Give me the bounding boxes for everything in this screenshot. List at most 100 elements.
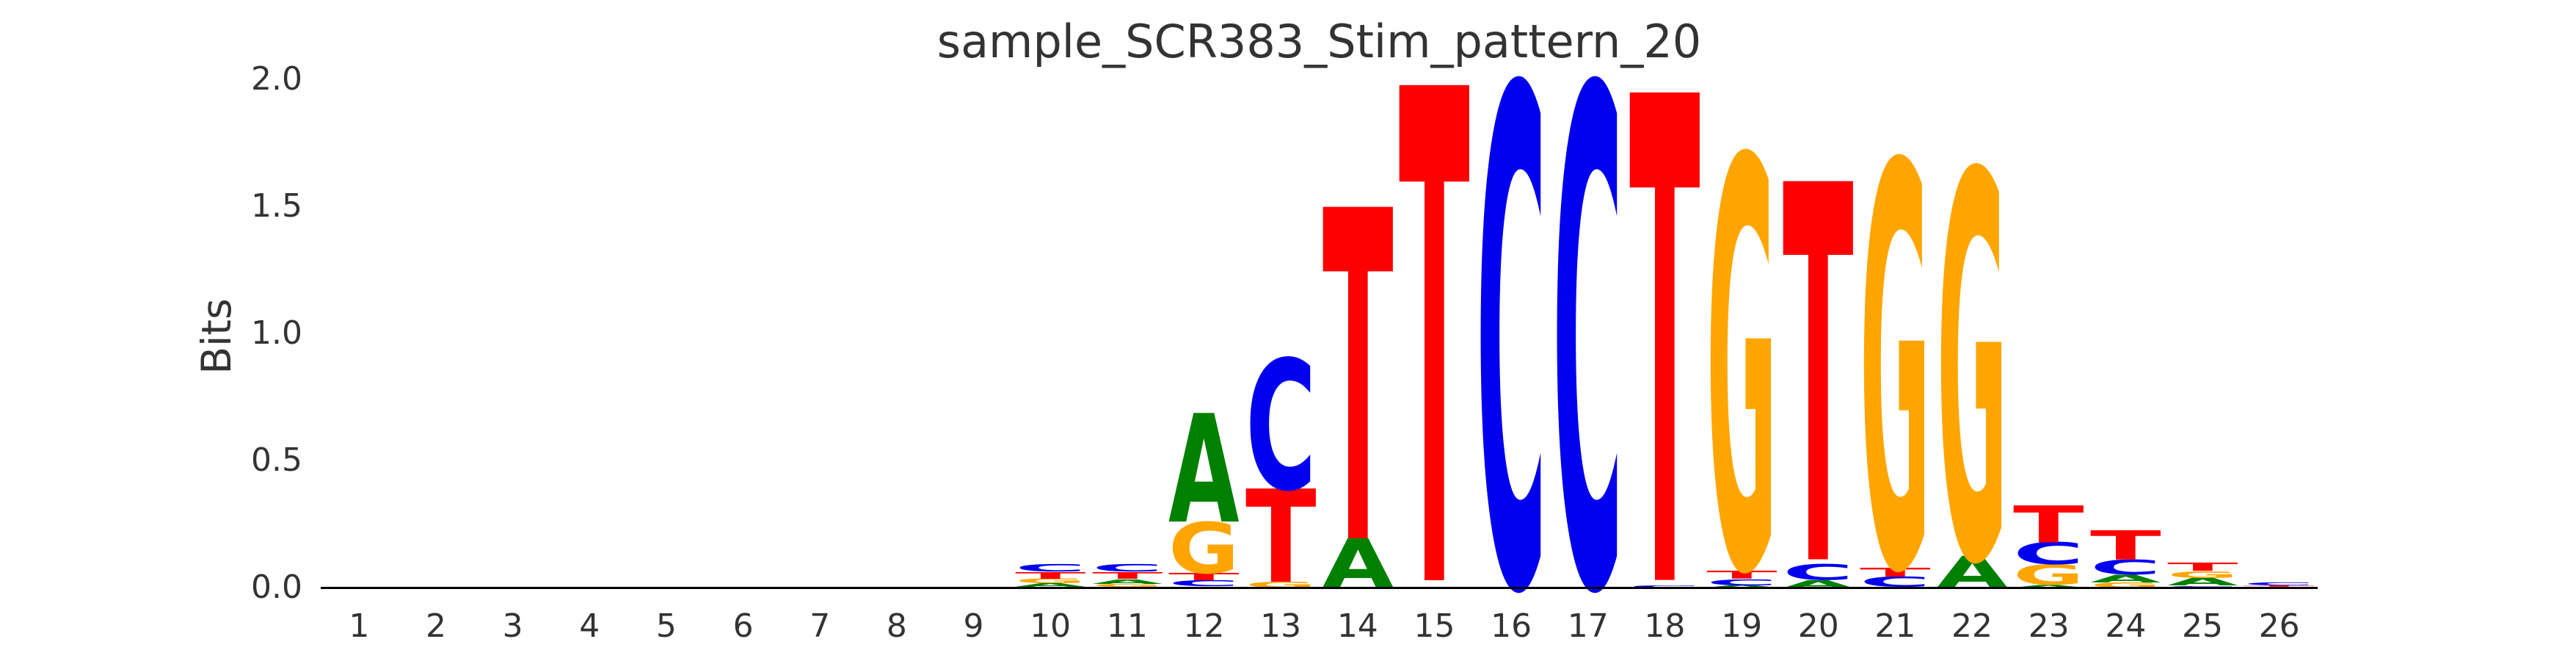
- svg-text:A: A: [1092, 579, 1163, 585]
- x-tick-label-18: 18: [1644, 607, 1686, 645]
- svg-text:G: G: [1937, 65, 2008, 661]
- logo-letter-T-pos26: T: [2244, 585, 2315, 587]
- chart-title: sample_SCR383_Stim_pattern_20: [936, 15, 1702, 68]
- x-tick-label-1: 1: [349, 607, 370, 645]
- logo-letter-T-pos20: T: [1783, 78, 1854, 661]
- svg-text:T: T: [1706, 568, 1778, 581]
- x-tick-label-9: 9: [963, 607, 984, 645]
- x-tick-label-6: 6: [732, 607, 754, 645]
- svg-text:C: C: [2090, 555, 2161, 579]
- svg-text:A: A: [1322, 525, 1394, 602]
- svg-text:T: T: [1629, 0, 1700, 661]
- y-tick-label-0.5: 0.5: [251, 441, 302, 479]
- x-tick-label-8: 8: [886, 607, 907, 645]
- x-tick-label-25: 25: [2182, 607, 2223, 645]
- x-tick-label-14: 14: [1336, 607, 1378, 645]
- logo-letter-G-pos19: G: [1706, 46, 1778, 661]
- x-tick-label-2: 2: [425, 607, 446, 645]
- logo-letter-C-pos11: C: [1092, 563, 1163, 574]
- logo-letter-T-pos14: T: [1322, 116, 1394, 646]
- svg-text:C: C: [1245, 325, 1317, 532]
- logo-letter-C-pos20: C: [1783, 560, 1854, 585]
- svg-text:C: C: [2013, 536, 2084, 571]
- logo-letter-C-pos23: C: [2013, 536, 2084, 571]
- x-tick-label-11: 11: [1106, 607, 1148, 645]
- logo-letter-G-pos23: G: [2013, 560, 2084, 591]
- logo-letter-A-pos25: A: [2167, 576, 2238, 588]
- logo-letter-A-pos14: A: [1322, 525, 1394, 602]
- svg-text:C: C: [2244, 582, 2315, 586]
- x-tick-label-10: 10: [1030, 607, 1071, 645]
- svg-text:T: T: [1860, 566, 1931, 579]
- logo-letter-T-pos12: T: [1168, 571, 1240, 582]
- logo-letter-T-pos21: T: [1860, 566, 1931, 579]
- svg-text:G: G: [2013, 560, 2084, 591]
- x-tick-label-17: 17: [1567, 607, 1609, 645]
- logo-letter-A-pos10: A: [1015, 582, 1086, 588]
- logo-letter-G-pos10: G: [1015, 577, 1086, 585]
- x-tick-label-24: 24: [2105, 607, 2147, 645]
- svg-text:C: C: [1706, 578, 1778, 588]
- svg-text:A: A: [1706, 585, 1778, 588]
- logo-letter-A-pos22: A: [1937, 548, 2008, 598]
- x-tick-label-7: 7: [809, 607, 831, 645]
- logo-letter-C-pos10: C: [1015, 563, 1086, 574]
- svg-text:T: T: [1783, 78, 1854, 661]
- x-tick-label-4: 4: [579, 607, 600, 645]
- logo-letter-G-pos12: G: [1168, 508, 1240, 590]
- logo-letter-C-pos21: C: [1860, 574, 1931, 590]
- svg-text:G: G: [1168, 508, 1240, 590]
- logo-letter-A-pos11: A: [1092, 579, 1163, 585]
- x-tick-label-19: 19: [1721, 607, 1763, 645]
- svg-text:C: C: [1783, 560, 1854, 585]
- svg-text:T: T: [2167, 560, 2238, 574]
- svg-text:C: C: [1476, 0, 1547, 661]
- logo-letter-G-pos22: G: [1937, 65, 2008, 661]
- svg-text:C: C: [1168, 579, 1240, 588]
- x-tick-label-26: 26: [2258, 607, 2300, 645]
- logo-letter-G-pos25: G: [2167, 570, 2238, 580]
- y-tick-label-0.0: 0.0: [251, 568, 302, 606]
- logo-letter-T-pos11: T: [1092, 571, 1163, 581]
- svg-text:G: G: [1092, 583, 1163, 588]
- x-tick-label-15: 15: [1413, 607, 1455, 645]
- svg-text:T: T: [1092, 571, 1163, 581]
- svg-text:T: T: [1015, 571, 1086, 581]
- logo-letter-G-pos11: G: [1092, 583, 1163, 588]
- logo-letter-T-pos23: T: [2013, 495, 2084, 555]
- svg-text:T: T: [2013, 495, 2084, 555]
- svg-text:T: T: [1399, 0, 1470, 661]
- logo-letter-C-pos17: C: [1552, 0, 1623, 661]
- svg-text:G: G: [1860, 51, 1931, 661]
- logo-letter-T-pos25: T: [2167, 560, 2238, 574]
- logo-letter-T-pos24: T: [2090, 522, 2161, 569]
- svg-text:A: A: [2090, 574, 2161, 585]
- y-tick-label-2.0: 2.0: [251, 60, 302, 98]
- logo-letter-T-pos15: T: [1399, 0, 1470, 661]
- svg-text:T: T: [1168, 571, 1240, 582]
- logo-letter-C-pos18: C: [1629, 585, 1700, 588]
- svg-text:T: T: [2090, 522, 2161, 569]
- x-axis-line: [321, 587, 2318, 589]
- x-tick-label-3: 3: [502, 607, 523, 645]
- logo-letter-T-pos18: T: [1629, 0, 1700, 661]
- svg-text:A: A: [1168, 384, 1240, 557]
- svg-text:A: A: [2013, 585, 2084, 588]
- x-tick-label-12: 12: [1183, 607, 1225, 645]
- svg-text:G: G: [2167, 570, 2238, 580]
- logo-letter-A-pos19: A: [1706, 585, 1778, 588]
- logo-letter-A-pos12: A: [1168, 384, 1240, 557]
- logo-letter-T-pos19: T: [1706, 568, 1778, 581]
- logo-letter-C-pos12: C: [1168, 579, 1240, 588]
- x-tick-label-5: 5: [655, 607, 677, 645]
- svg-text:C: C: [1552, 0, 1623, 661]
- svg-text:A: A: [2167, 576, 2238, 588]
- logo-letter-A-pos24: A: [2090, 574, 2161, 585]
- svg-text:A: A: [1015, 582, 1086, 588]
- svg-text:T: T: [1322, 116, 1394, 646]
- logo-letter-C-pos13: C: [1245, 325, 1317, 532]
- logo-letter-C-pos16: C: [1476, 0, 1547, 661]
- svg-text:A: A: [1937, 548, 2008, 598]
- x-tick-label-22: 22: [1951, 607, 1993, 645]
